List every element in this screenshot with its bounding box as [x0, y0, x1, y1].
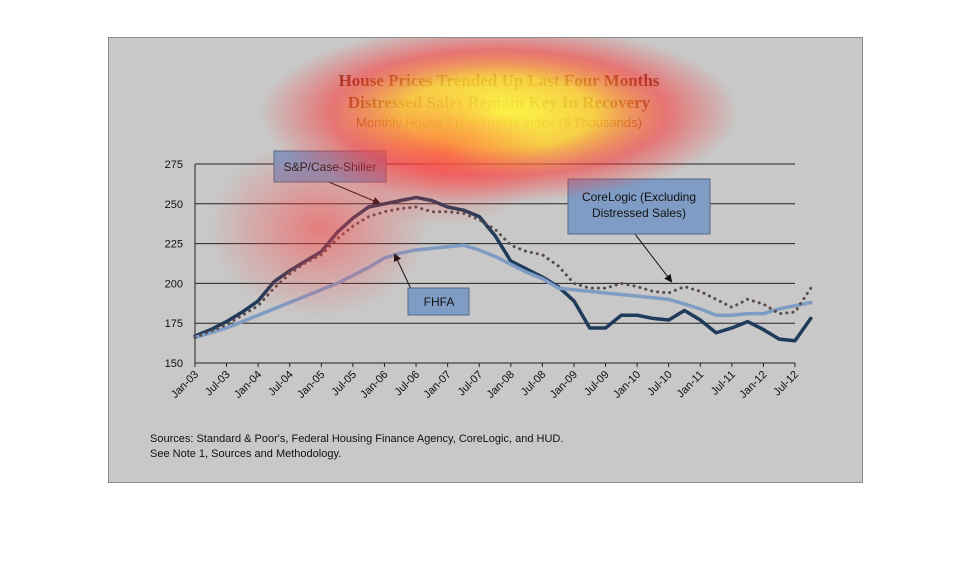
- x-tick-label: Jan-05: [295, 369, 327, 401]
- x-tick-label: Jul-07: [456, 369, 486, 399]
- x-tick-label: Jul-09: [582, 369, 612, 399]
- x-tick-label: Jul-04: [266, 369, 296, 399]
- x-tick-label: Jul-05: [329, 369, 359, 399]
- series-lines: [193, 195, 813, 343]
- series-line-s-p-case-shiller: [193, 195, 813, 343]
- callout-label-fhfa: FHFA: [424, 295, 455, 309]
- chart-title: House Prices Trended Up Last Four Months: [339, 71, 660, 90]
- y-tick-label: 275: [165, 159, 183, 171]
- x-tick-label: Jan-04: [232, 369, 264, 401]
- x-tick-label: Jan-06: [358, 369, 390, 401]
- x-tick-label: Jan-07: [421, 369, 453, 401]
- y-tick-label: 150: [165, 358, 183, 370]
- x-tick-label: Jul-03: [203, 369, 233, 399]
- y-tick-label: 200: [165, 278, 183, 290]
- series-line-corelogic-excluding-distressed-sales: [193, 205, 813, 340]
- x-tick-label: Jan-11: [675, 369, 707, 401]
- x-tick-label: Jan-08: [485, 369, 517, 401]
- x-tick-label: Jan-09: [548, 369, 580, 401]
- methodology-note: See Note 1, Sources and Methodology.: [150, 448, 341, 460]
- x-tick-label: Jul-12: [771, 369, 801, 399]
- chart-subtitle: Monthly House Price Trends Index ($ Thou…: [356, 115, 642, 130]
- chart-frame: House Prices Trended Up Last Four Months…: [108, 37, 863, 483]
- callout-fhfa: FHFA: [393, 253, 470, 316]
- chart-canvas: House Prices Trended Up Last Four Months…: [150, 38, 813, 460]
- x-axis-ticks: Jan-03 Jul-03 Jan-04 Jul-04 Jan-05 Jul-05 Jan-…: [169, 363, 801, 401]
- callout-label-case-shiller: S&P/Case-Shiller: [284, 160, 377, 174]
- callout-label-corelogic-2: Distressed Sales): [592, 206, 686, 220]
- x-tick-label: Jul-10: [645, 369, 675, 399]
- y-tick-label: 225: [165, 239, 183, 251]
- x-tick-label: Jan-12: [737, 369, 769, 401]
- callout-label-corelogic-1: CoreLogic (Excluding: [582, 190, 696, 204]
- x-tick-label: Jan-03: [169, 369, 201, 401]
- x-tick-label: Jul-06: [392, 369, 422, 399]
- chart-title-line2: Distressed Sales Remain Key In Recovery: [348, 93, 651, 112]
- sources-note: Sources: Standard & Poor's, Federal Hous…: [150, 433, 563, 445]
- y-tick-label: 175: [165, 318, 183, 330]
- y-tick-label: 250: [165, 199, 183, 211]
- y-axis-ticks: 150 175 200 225 250 275: [165, 159, 183, 370]
- x-tick-label: Jan-10: [611, 369, 643, 401]
- callout-case-shiller: S&P/Case-Shiller: [273, 150, 387, 205]
- x-tick-label: Jul-08: [519, 369, 549, 399]
- x-tick-label: Jul-11: [709, 369, 738, 398]
- callout-corelogic: CoreLogic (Excluding Distressed Sales): [567, 178, 711, 283]
